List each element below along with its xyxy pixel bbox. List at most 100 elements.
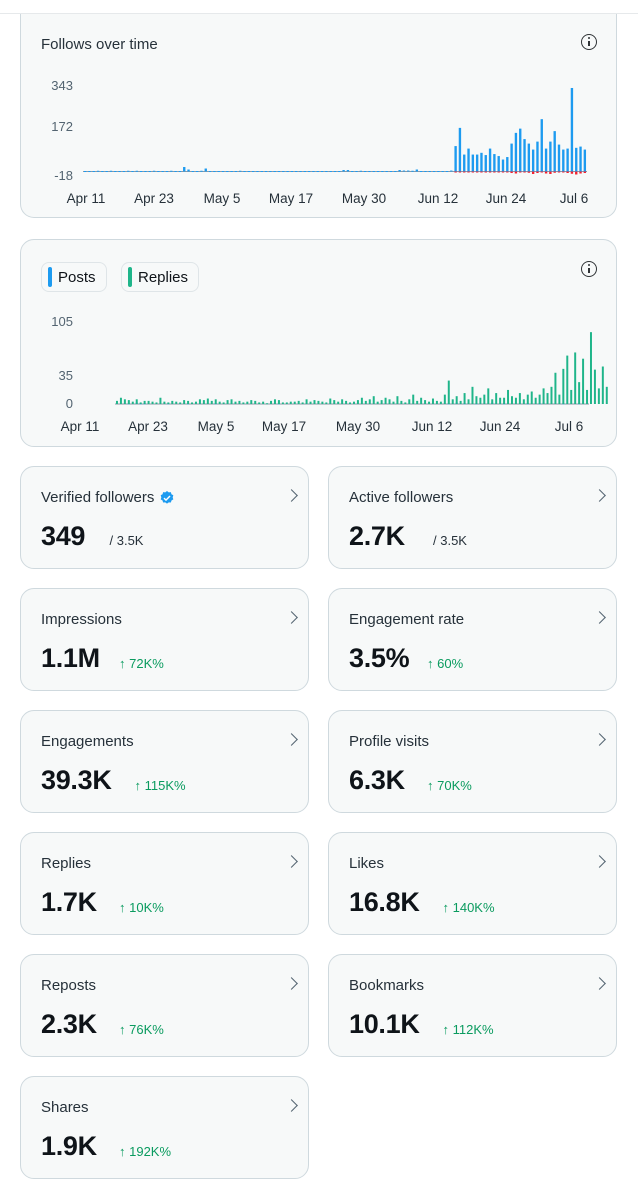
bar-replies[interactable]: [222, 402, 225, 404]
bar-replies[interactable]: [337, 401, 340, 404]
bar-follows[interactable]: [570, 87, 574, 172]
bar-replies[interactable]: [518, 393, 521, 404]
chevron-right-icon[interactable]: [593, 855, 606, 868]
bar-follows[interactable]: [549, 141, 552, 172]
bar-follows[interactable]: [475, 154, 479, 172]
bar-replies[interactable]: [447, 380, 450, 404]
stat-card-verified-followers[interactable]: Verified followers 349 / 3.5K: [20, 466, 309, 569]
bar-unfollows[interactable]: [497, 171, 500, 173]
bar-follows[interactable]: [213, 171, 216, 173]
stat-card-engagements[interactable]: Engagements 39.3K ↑ 115K%: [20, 710, 309, 813]
bar-replies[interactable]: [546, 393, 549, 404]
bar-replies[interactable]: [408, 399, 411, 404]
bar-unfollows[interactable]: [583, 171, 587, 174]
bar-unfollows[interactable]: [471, 171, 475, 173]
bar-replies[interactable]: [538, 394, 541, 404]
bar-follows[interactable]: [122, 171, 126, 173]
bar-replies[interactable]: [356, 400, 359, 404]
bar-replies[interactable]: [270, 400, 273, 404]
bar-follows[interactable]: [312, 171, 315, 173]
bar-replies[interactable]: [242, 402, 245, 404]
bar-replies[interactable]: [202, 400, 205, 404]
bar-replies[interactable]: [412, 394, 415, 404]
bar-unfollows[interactable]: [480, 171, 483, 173]
legend-posts[interactable]: Posts: [41, 262, 107, 292]
bar-follows[interactable]: [342, 170, 345, 172]
bar-replies[interactable]: [451, 399, 454, 404]
bar-follows[interactable]: [432, 171, 436, 173]
bar-unfollows[interactable]: [536, 171, 539, 174]
bar-replies[interactable]: [443, 394, 446, 404]
bar-replies[interactable]: [376, 401, 379, 404]
bar-follows[interactable]: [583, 149, 587, 172]
bar-follows[interactable]: [290, 171, 294, 173]
bar-replies[interactable]: [542, 388, 545, 404]
bar-follows[interactable]: [402, 170, 406, 172]
bar-follows[interactable]: [419, 171, 423, 173]
bar-replies[interactable]: [191, 402, 194, 404]
bar-replies[interactable]: [273, 399, 276, 404]
bar-replies[interactable]: [123, 399, 126, 404]
info-icon[interactable]: [581, 34, 597, 50]
bar-follows[interactable]: [247, 171, 251, 173]
chevron-right-icon[interactable]: [285, 611, 298, 624]
bar-follows[interactable]: [363, 171, 367, 173]
bar-unfollows[interactable]: [506, 171, 509, 173]
bar-follows[interactable]: [488, 148, 492, 172]
stat-card-replies[interactable]: Replies 1.7K ↑ 10K%: [20, 832, 309, 935]
bar-replies[interactable]: [135, 399, 138, 404]
stat-card-reposts[interactable]: Reposts 2.3K ↑ 76K%: [20, 954, 309, 1057]
bar-follows[interactable]: [251, 171, 255, 173]
stat-card-active-followers[interactable]: Active followers 2.7K / 3.5K: [328, 466, 617, 569]
bar-follows[interactable]: [221, 171, 225, 173]
bar-follows[interactable]: [127, 170, 130, 172]
bar-replies[interactable]: [214, 399, 217, 404]
bar-follows[interactable]: [269, 171, 272, 173]
bar-follows[interactable]: [260, 171, 263, 173]
bar-replies[interactable]: [289, 401, 292, 404]
bar-replies[interactable]: [404, 402, 407, 404]
bar-replies[interactable]: [179, 402, 182, 404]
chevron-right-icon[interactable]: [593, 733, 606, 746]
bar-replies[interactable]: [226, 400, 229, 404]
chevron-right-icon[interactable]: [285, 489, 298, 502]
bar-replies[interactable]: [198, 399, 201, 404]
stat-card-impressions[interactable]: Impressions 1.1M ↑ 72K%: [20, 588, 309, 691]
bar-follows[interactable]: [415, 169, 419, 172]
bar-replies[interactable]: [479, 397, 482, 404]
bar-unfollows[interactable]: [549, 171, 552, 174]
bar-replies[interactable]: [487, 388, 490, 404]
bar-follows[interactable]: [170, 170, 173, 172]
bar-replies[interactable]: [194, 401, 197, 404]
bar-follows[interactable]: [523, 139, 526, 172]
bar-replies[interactable]: [431, 398, 434, 404]
info-icon[interactable]: [581, 261, 597, 277]
bar-replies[interactable]: [349, 402, 352, 404]
bar-follows[interactable]: [183, 167, 186, 172]
bar-replies[interactable]: [234, 401, 237, 404]
legend-replies[interactable]: Replies: [121, 262, 200, 292]
bar-replies[interactable]: [329, 398, 332, 404]
bar-replies[interactable]: [428, 401, 431, 404]
bar-replies[interactable]: [388, 399, 391, 404]
bar-follows[interactable]: [501, 159, 505, 172]
bar-unfollows[interactable]: [557, 171, 561, 173]
bar-follows[interactable]: [105, 171, 108, 173]
bar-follows[interactable]: [144, 171, 147, 173]
bar-unfollows[interactable]: [475, 171, 479, 173]
bar-follows[interactable]: [101, 171, 104, 173]
bar-unfollows[interactable]: [514, 171, 518, 174]
bar-replies[interactable]: [597, 388, 600, 404]
bar-replies[interactable]: [360, 397, 363, 404]
bar-follows[interactable]: [540, 119, 543, 172]
bar-replies[interactable]: [155, 402, 158, 404]
bar-replies[interactable]: [277, 400, 280, 404]
bar-replies[interactable]: [131, 401, 134, 404]
bar-follows[interactable]: [83, 171, 87, 173]
stat-card-engagement-rate[interactable]: Engagement rate 3.5% ↑ 60%: [328, 588, 617, 691]
bar-replies[interactable]: [420, 397, 423, 404]
bar-replies[interactable]: [424, 400, 427, 404]
bar-follows[interactable]: [234, 171, 238, 173]
bar-replies[interactable]: [301, 402, 304, 404]
bar-follows[interactable]: [385, 171, 388, 173]
